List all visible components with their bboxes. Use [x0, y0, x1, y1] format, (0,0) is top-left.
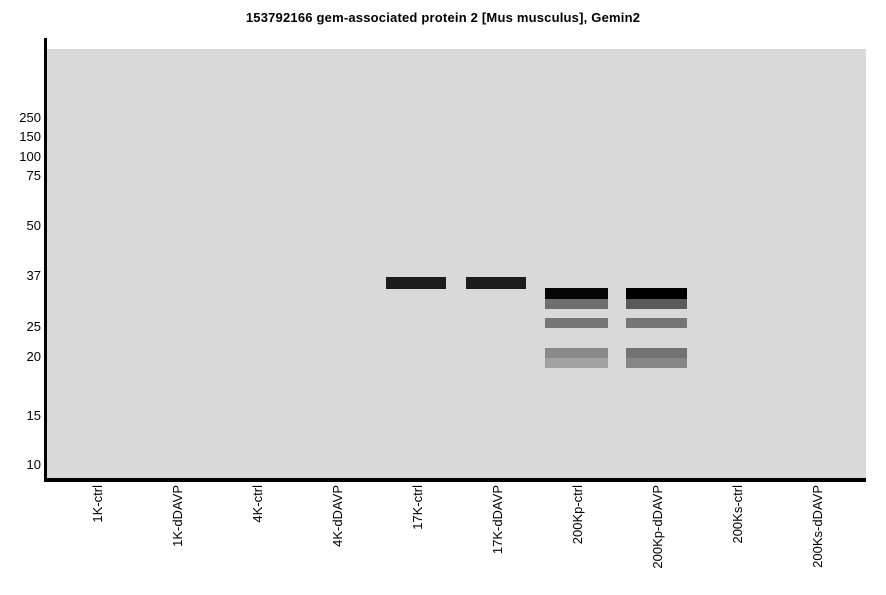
x-axis-lane-label: 4K-ctrl — [250, 485, 265, 523]
protein-band — [545, 318, 608, 328]
x-axis-lane-label: 200Ks-ctrl — [730, 485, 745, 544]
x-axis-lane-label: 200Kp-dDAVP — [650, 485, 665, 569]
y-axis-tick-label: 100 — [19, 149, 41, 164]
y-axis-tick-label: 20 — [26, 349, 41, 364]
protein-band — [545, 288, 608, 299]
y-axis-tick-label: 50 — [26, 218, 41, 233]
x-axis-lane-label: 4K-dDAVP — [330, 485, 345, 547]
y-axis-line — [44, 38, 47, 482]
x-axis-lane-label: 200Ks-dDAVP — [810, 485, 825, 568]
protein-band — [386, 277, 446, 289]
x-axis-lane-label: 1K-dDAVP — [170, 485, 185, 547]
protein-band — [626, 318, 687, 328]
y-axis-tick-label: 10 — [26, 457, 41, 472]
protein-band — [626, 299, 687, 309]
protein-band — [545, 299, 608, 309]
x-axis-lane-label: 200Kp-ctrl — [570, 485, 585, 545]
y-axis-tick-label: 150 — [19, 129, 41, 144]
x-axis-line — [44, 478, 866, 482]
blot-panel — [47, 49, 866, 478]
y-axis-tick-label: 250 — [19, 110, 41, 125]
x-axis-lane-label: 17K-dDAVP — [490, 485, 505, 555]
protein-band — [626, 348, 687, 358]
y-axis-tick-label: 75 — [26, 168, 41, 183]
protein-band — [626, 358, 687, 368]
x-axis-lane-label: 1K-ctrl — [90, 485, 105, 523]
protein-band — [626, 288, 687, 299]
y-axis-tick-label: 15 — [26, 408, 41, 423]
x-axis-lane-label: 17K-ctrl — [410, 485, 425, 530]
y-axis-tick-label: 25 — [26, 319, 41, 334]
protein-band — [466, 277, 526, 289]
chart-title: 153792166 gem-associated protein 2 [Mus … — [245, 10, 641, 25]
protein-band — [545, 358, 608, 368]
protein-band — [545, 348, 608, 358]
y-axis-tick-label: 37 — [26, 268, 41, 283]
